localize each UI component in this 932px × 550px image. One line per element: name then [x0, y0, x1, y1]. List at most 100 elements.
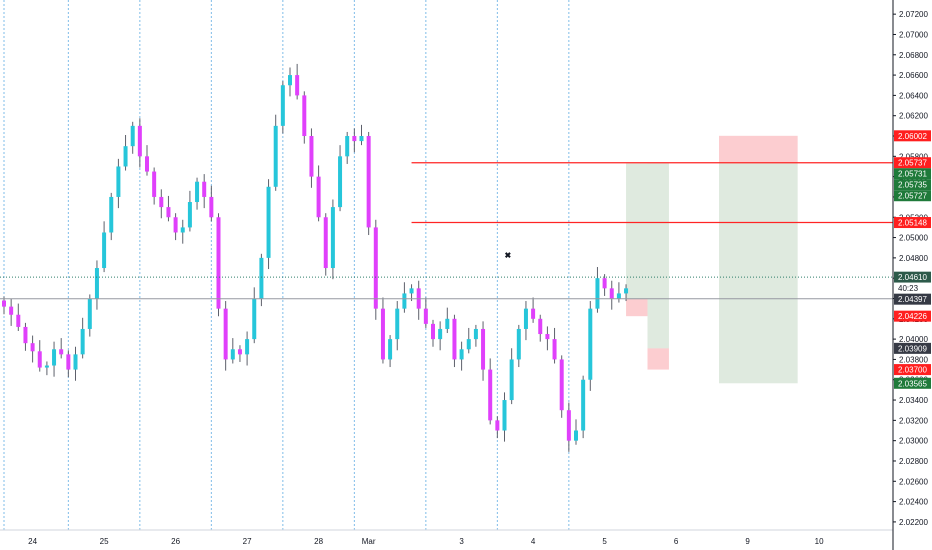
candle-down	[481, 328, 486, 370]
candle-down	[216, 217, 221, 309]
candle-down	[552, 339, 557, 360]
y-tick-label: 2.07200	[899, 10, 928, 19]
candle-down	[538, 318, 543, 335]
candle-up	[102, 232, 107, 269]
price-tag: 2.04226	[894, 310, 931, 322]
y-tick-label: 2.05000	[899, 234, 928, 243]
price-tag-label: 2.03565	[898, 379, 927, 388]
price-tag-bg	[894, 293, 931, 305]
candlestick-series	[2, 63, 629, 452]
price-tag-bg	[894, 342, 931, 354]
candle-down	[495, 420, 500, 431]
stop-zone	[719, 135, 798, 163]
price-tag-label: 2.03909	[898, 344, 927, 353]
candle-down	[209, 196, 214, 218]
candle-up	[595, 278, 600, 309]
candle-up	[94, 268, 99, 299]
candle-up	[359, 136, 364, 142]
x-tick-label: 4	[531, 537, 536, 546]
price-tag-bg	[894, 168, 931, 180]
target-zone	[647, 162, 669, 349]
candle-up	[52, 349, 57, 366]
target-zone	[719, 162, 798, 384]
candle-down	[166, 207, 171, 218]
y-tick-label: 2.06600	[899, 71, 928, 80]
candle-up	[438, 328, 443, 340]
candle-up	[516, 328, 521, 360]
price-tag-label: 2.05737	[898, 159, 927, 168]
candle-down	[323, 217, 328, 269]
candle-down	[423, 308, 428, 324]
candle-up	[409, 288, 414, 294]
candle-down	[452, 318, 457, 360]
y-tick-label: 2.06400	[899, 91, 928, 100]
price-tag-label: 2.04610	[898, 273, 927, 282]
candle-down	[602, 278, 607, 289]
candle-up	[109, 196, 114, 233]
price-tag-label: 40:23	[898, 284, 919, 293]
candle-up	[273, 125, 278, 187]
candle-down	[202, 181, 207, 197]
candle-up	[252, 298, 257, 340]
price-tag: 2.05731	[894, 168, 931, 180]
price-tag: 2.03909	[894, 342, 931, 354]
candle-up	[195, 181, 200, 203]
candle-up	[616, 293, 621, 299]
y-tick-label: 2.02200	[899, 518, 928, 527]
position-tools[interactable]	[626, 135, 798, 384]
candle-up	[338, 156, 343, 208]
candle-down	[559, 359, 564, 411]
price-tag: 2.05735	[894, 179, 931, 191]
x-tick-label: 28	[314, 537, 323, 546]
candle-down	[380, 308, 385, 360]
price-tag: 2.06002	[894, 130, 931, 142]
y-tick-label: 2.02600	[899, 477, 928, 486]
candle-up	[466, 339, 471, 350]
candle-down	[609, 288, 614, 299]
price-tag: 2.03565	[894, 377, 931, 389]
candle-up	[130, 125, 135, 147]
candle-down	[545, 334, 550, 340]
stop-zone	[626, 298, 648, 317]
y-tick-label: 2.02400	[899, 498, 928, 507]
price-tag-label: 2.06002	[898, 132, 927, 141]
y-tick-label: 2.03000	[899, 437, 928, 446]
candle-up	[624, 288, 629, 294]
candle-up	[259, 257, 264, 299]
y-tick-label: 2.03400	[899, 396, 928, 405]
candle-up	[116, 166, 121, 197]
x-tick-label: Mar	[362, 537, 376, 546]
price-tag: 2.05737	[894, 157, 931, 169]
price-tag: 40:23	[894, 282, 931, 294]
price-tag-bg	[894, 217, 931, 229]
price-tag-bg	[894, 271, 931, 283]
candle-up	[230, 349, 235, 360]
price-tag-label: 2.03700	[898, 366, 927, 375]
x-marker[interactable]: ✖	[505, 251, 512, 260]
candle-down	[23, 326, 28, 344]
candle-down	[159, 196, 164, 208]
candle-up	[330, 207, 335, 269]
price-tag-bg	[894, 310, 931, 322]
candle-down	[145, 156, 149, 172]
price-tag-label: 2.05731	[898, 170, 927, 179]
target-zone	[626, 163, 648, 299]
price-tag-bg	[894, 364, 931, 376]
x-tick-label: 24	[28, 537, 37, 546]
candle-down	[531, 308, 536, 319]
price-tag: 2.05148	[894, 217, 931, 229]
price-axis-tags: 2.06002 2.05737 2.05731 2.05735 2.05727 2.051…	[894, 130, 931, 389]
y-tick-label: 2.07000	[899, 30, 928, 39]
candle-down	[488, 369, 493, 421]
candle-up	[187, 202, 192, 228]
x-tick-label: 9	[745, 537, 750, 546]
candle-down	[366, 136, 371, 228]
horizontal-lines[interactable]	[0, 162, 893, 300]
long-position-a	[626, 163, 648, 317]
y-tick-label: 2.06800	[899, 51, 928, 60]
candle-up	[402, 293, 407, 309]
time-axis[interactable]: 24 25 26 27 28 Mar 3 4 5 6 9 10	[0, 529, 893, 550]
x-tick-label: 5	[602, 537, 607, 546]
candle-up	[395, 308, 400, 340]
